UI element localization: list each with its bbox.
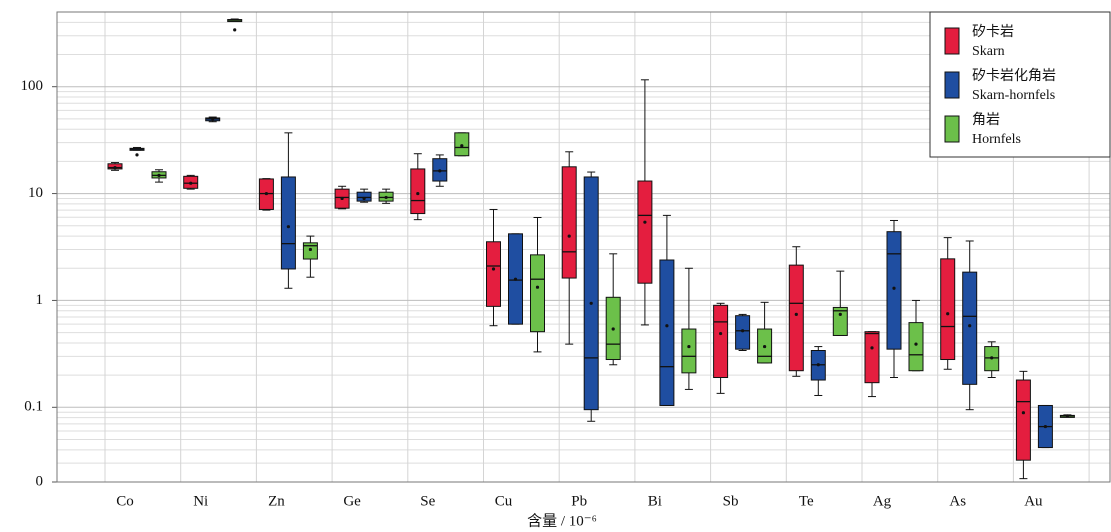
mean-marker (384, 195, 388, 200)
x-tick-label: Pb (571, 493, 587, 509)
mean-marker (460, 144, 464, 148)
box (410, 168, 426, 215)
box (940, 258, 956, 361)
mean-marker (438, 169, 442, 173)
x-tick-label: Zn (268, 493, 285, 509)
y-tick-label: 100 (21, 78, 44, 94)
mean-marker (643, 220, 647, 224)
legend-frame (929, 11, 1111, 158)
mean-marker (946, 312, 950, 316)
x-tick-label: Co (116, 493, 134, 509)
box (637, 180, 653, 284)
box (962, 271, 978, 385)
mean-marker (135, 153, 139, 157)
y-tick-label: 1 (36, 292, 44, 308)
box (280, 176, 296, 270)
mean-marker (513, 277, 518, 281)
mean-marker (968, 324, 972, 328)
mean-marker (1043, 424, 1047, 429)
box (356, 191, 372, 202)
mean-marker (535, 285, 540, 289)
mean-marker (1065, 414, 1069, 418)
legend-label-en: Skarn-hornfels (972, 88, 1055, 103)
x-tick-label: Te (799, 493, 814, 509)
x-tick-label: Ge (343, 493, 361, 509)
mean-marker (308, 247, 312, 252)
mean-marker (816, 363, 820, 367)
x-tick-label: Ag (873, 493, 892, 509)
box (713, 304, 729, 379)
legend-swatch (944, 27, 960, 55)
legend-label: 矽卡岩化角岩 (972, 68, 1056, 84)
mean-marker (264, 191, 268, 196)
x-tick-label: Bi (648, 493, 662, 509)
mean-marker (233, 28, 237, 32)
x-tick-label: Sb (723, 493, 739, 509)
box (530, 254, 545, 333)
y-tick-label: 0 (36, 473, 44, 489)
mean-marker (189, 181, 193, 185)
box (681, 328, 697, 374)
box (735, 315, 751, 350)
mean-marker (416, 191, 420, 196)
mean-marker (567, 234, 571, 238)
box (832, 306, 848, 336)
mean-marker (870, 346, 874, 350)
mean-marker (990, 356, 994, 360)
legend-swatch (944, 71, 960, 99)
legend-label: 矽卡岩 (972, 24, 1014, 40)
mean-marker (687, 344, 691, 349)
box (659, 259, 675, 406)
mean-marker (491, 267, 496, 271)
mean-marker (286, 225, 290, 229)
box (886, 231, 902, 350)
mean-marker (362, 196, 366, 201)
legend: 矽卡岩 Skarn 矽卡岩化角岩 Skarn-hornfels 角岩 Hornfels (929, 11, 1111, 158)
x-tick-label: As (949, 493, 966, 509)
y-tick-label: 0.1 (24, 399, 43, 415)
mean-marker (589, 301, 593, 305)
box (486, 241, 501, 307)
x-tick-label: Ni (193, 493, 208, 509)
box (788, 264, 804, 372)
mean-marker (1021, 411, 1025, 415)
plot-frame (56, 11, 1111, 483)
x-tick-label: Au (1024, 493, 1043, 509)
legend-swatch (944, 115, 960, 143)
mean-marker (611, 327, 615, 331)
x-tick-label: Se (420, 493, 435, 509)
y-tick-label: 10 (28, 185, 43, 201)
mean-marker (665, 324, 669, 328)
mean-marker (157, 173, 161, 177)
legend-label-en: Skarn (972, 44, 1005, 59)
mean-marker (763, 344, 767, 349)
mean-marker (892, 286, 896, 290)
legend-label-en: Hornfels (972, 132, 1021, 147)
mean-marker (914, 342, 918, 346)
box (583, 176, 599, 411)
box (908, 322, 924, 372)
mean-marker (340, 196, 344, 201)
legend-label: 角岩 (972, 112, 1000, 128)
box (864, 331, 880, 384)
mean-marker (741, 329, 745, 333)
mean-marker (113, 165, 117, 170)
box (1015, 379, 1031, 461)
x-axis-label: 含量 / 10⁻⁶ (527, 512, 597, 529)
mean-marker (211, 117, 215, 121)
mean-marker (838, 312, 842, 317)
box (561, 166, 577, 279)
mean-marker (719, 331, 723, 336)
x-tick-label: Cu (495, 493, 513, 509)
mean-marker (794, 312, 798, 317)
